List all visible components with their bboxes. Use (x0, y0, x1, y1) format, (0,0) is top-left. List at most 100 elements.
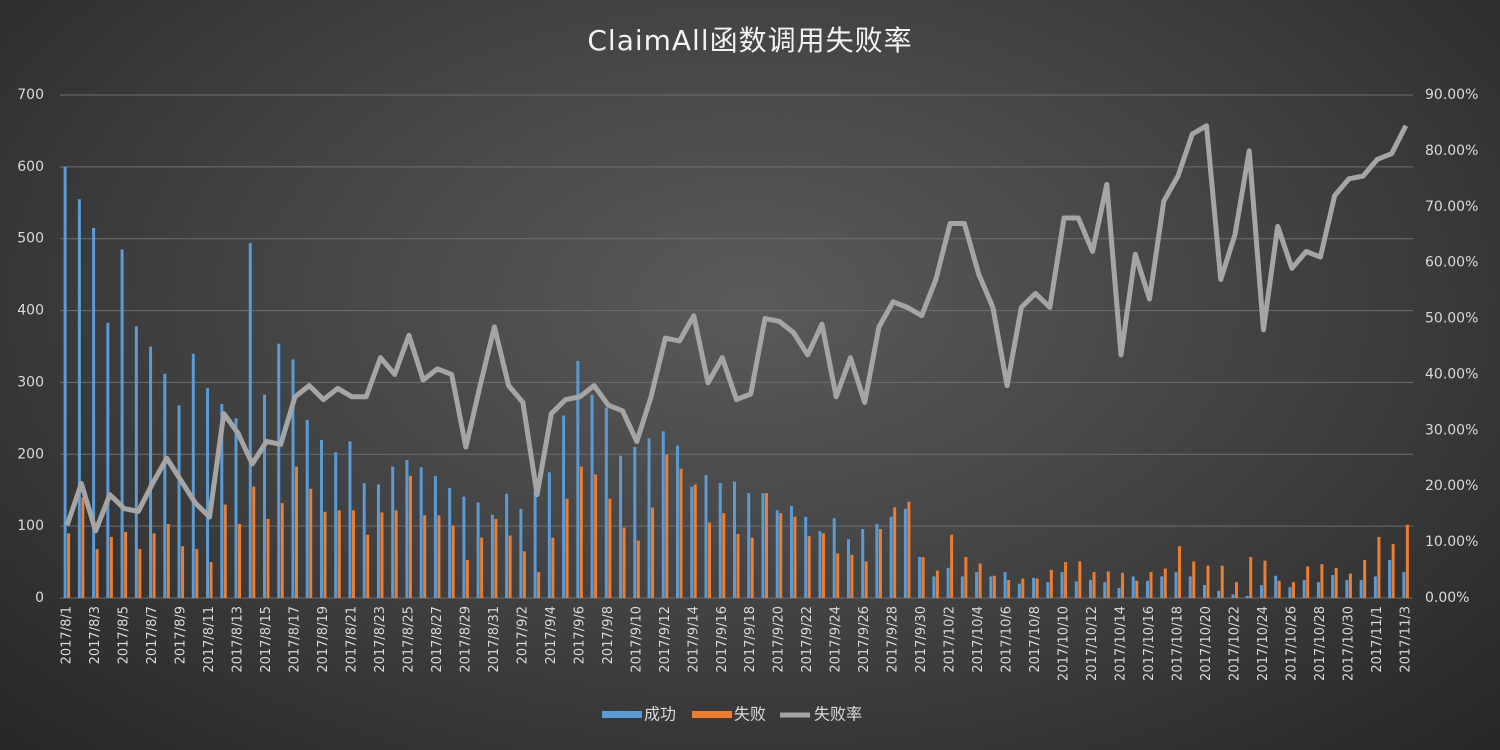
bar (1135, 580, 1139, 598)
bar (1092, 572, 1096, 598)
bar (722, 513, 726, 598)
x-tick-label: 2017/10/26 (1284, 606, 1299, 681)
bar (975, 572, 979, 598)
bar (81, 497, 85, 598)
bar (633, 447, 637, 598)
bar (1234, 582, 1238, 598)
bar (348, 441, 352, 598)
bar (736, 534, 740, 598)
bar (1359, 580, 1363, 598)
legend-label: 失败 (734, 705, 766, 724)
bar (576, 360, 580, 598)
y2-tick-label: 80.00% (1425, 143, 1478, 159)
bar (1163, 568, 1167, 598)
bar (1160, 576, 1164, 598)
y2-tick-label: 50.00% (1425, 311, 1478, 327)
bar (579, 466, 583, 598)
bar (1060, 572, 1064, 598)
x-tick-label: 2017/8/19 (316, 606, 331, 673)
x-tick-label: 2017/11/1 (1370, 606, 1385, 673)
x-tick-label: 2017/10/20 (1199, 606, 1214, 681)
bar (1149, 572, 1153, 598)
bar (619, 455, 623, 598)
bar (1291, 582, 1295, 598)
bar (323, 511, 327, 598)
bar (394, 510, 398, 598)
bar (209, 562, 213, 598)
bar (266, 518, 270, 598)
chart-title: ClaimAll函数调用失败率 (587, 24, 912, 57)
bar (248, 243, 252, 599)
bar (508, 535, 512, 598)
bar (294, 466, 298, 598)
bar (836, 553, 840, 598)
bar (109, 536, 113, 598)
bar (679, 468, 683, 598)
y2-tick-label: 10.00% (1425, 534, 1478, 550)
bar (590, 394, 594, 598)
bar (522, 551, 526, 598)
bar (690, 486, 694, 598)
bar (519, 508, 523, 598)
y2-tick-label: 0.00% (1425, 590, 1469, 606)
bar (106, 322, 110, 598)
bar (166, 523, 170, 598)
bar (562, 415, 566, 598)
bar (1373, 576, 1377, 598)
x-tick-label: 2017/8/21 (344, 606, 359, 673)
bar (206, 388, 210, 598)
x-tick-label: 2017/9/10 (629, 606, 644, 673)
bar (764, 493, 768, 598)
bar (277, 343, 281, 598)
bar (238, 523, 242, 598)
bar (1032, 577, 1036, 598)
bar (465, 559, 469, 598)
bar (818, 531, 822, 598)
bar (761, 493, 765, 598)
bar (309, 488, 313, 598)
x-tick-label: 2017/9/30 (914, 606, 929, 673)
bar (1306, 566, 1310, 598)
bar (1146, 580, 1150, 598)
bar (789, 506, 793, 598)
x-tick-label: 2017/10/24 (1256, 606, 1271, 681)
bar (861, 529, 865, 598)
bar (1206, 565, 1210, 598)
bar (433, 475, 437, 598)
bar (77, 199, 81, 598)
bar (1121, 572, 1125, 598)
bar (152, 533, 156, 598)
bar (604, 407, 608, 598)
bar (718, 483, 722, 598)
legend-swatch (692, 711, 733, 718)
y-tick-label: 500 (17, 231, 44, 247)
bar (932, 576, 936, 598)
bar (220, 403, 224, 598)
bar (163, 373, 167, 598)
bar (821, 533, 825, 598)
bar (676, 445, 680, 598)
x-tick-label: 2017/9/8 (601, 606, 616, 664)
y-tick-label: 300 (17, 374, 44, 390)
x-tick-label: 2017/9/4 (544, 606, 559, 664)
bar (864, 561, 868, 598)
bar (1106, 571, 1110, 598)
bar (1377, 536, 1381, 598)
bar (846, 539, 850, 598)
bar (733, 481, 736, 598)
bar (889, 516, 893, 598)
bar (451, 525, 455, 598)
x-tick-label: 2017/9/6 (572, 606, 587, 664)
bar (747, 493, 751, 598)
bar (263, 394, 267, 598)
bar (992, 575, 996, 598)
bar (1188, 576, 1192, 598)
y-tick-label: 100 (17, 518, 44, 534)
bar (1178, 546, 1182, 598)
bar (280, 503, 284, 598)
bar (935, 570, 939, 598)
x-tick-label: 2017/9/28 (886, 606, 901, 673)
y2-tick-label: 30.00% (1425, 422, 1478, 438)
bar (537, 572, 541, 598)
bar (1288, 587, 1292, 598)
